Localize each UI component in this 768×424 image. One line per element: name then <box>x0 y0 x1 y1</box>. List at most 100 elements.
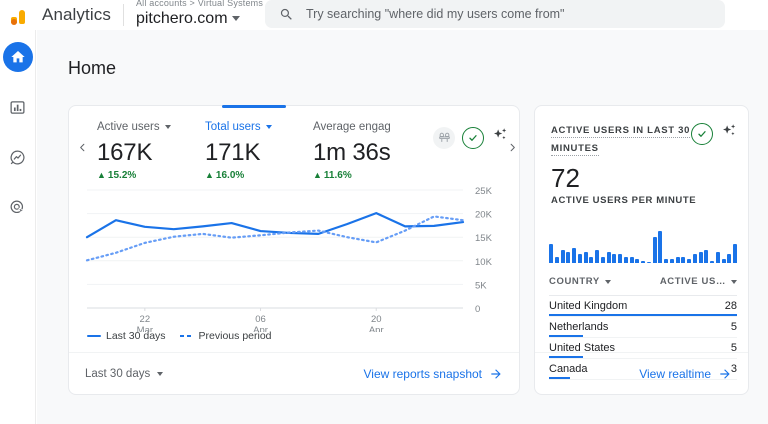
chevron-down-icon <box>164 125 171 129</box>
y-axis-tick-label: 10K <box>475 257 493 268</box>
sparkline-bar <box>589 256 594 263</box>
realtime-title-wrap: ACTIVE USERS IN LAST 30 MINUTES <box>551 120 691 156</box>
ai-sparkle-icon[interactable] <box>720 122 738 145</box>
sparkline-bar <box>623 256 628 263</box>
legend-item-current: Last 30 days <box>87 330 166 342</box>
table-header-row: COUNTRY ACTIVE US… <box>549 276 737 296</box>
overview-card: Active users 167K ▲ 15.2% Total users 17… <box>68 105 520 395</box>
sparkline-bar <box>675 256 680 263</box>
sparkline-bar <box>572 248 577 263</box>
ai-sparkle-icon[interactable] <box>491 126 509 149</box>
sidebar-item-reports[interactable] <box>3 92 33 122</box>
legend-swatch-solid <box>87 334 101 338</box>
metric-label: Total users <box>205 121 261 133</box>
data-quality-check-icon[interactable] <box>691 122 713 145</box>
top-bar: Analytics All accounts > Virtual Systems… <box>0 0 768 30</box>
insights-badge-icon[interactable] <box>433 126 455 149</box>
metric-delta: ▲ 11.6% <box>313 170 421 181</box>
column-header-country[interactable]: COUNTRY <box>549 276 611 287</box>
sparkline-bar <box>583 252 588 263</box>
metric-total-users[interactable]: Total users 171K ▲ 16.0% <box>205 120 313 181</box>
left-nav-rail <box>0 30 36 424</box>
check-glyph <box>698 130 706 137</box>
sparkle-glyph <box>494 128 507 140</box>
table-row[interactable]: Netherlands 5 <box>549 317 737 338</box>
sparkline-bar <box>715 252 720 263</box>
link-label: View realtime <box>639 366 711 381</box>
table-row[interactable]: Canada 3 <box>549 359 737 380</box>
overview-card-footer: Last 30 days View reports snapshot <box>69 352 519 394</box>
chevron-down-icon <box>731 279 737 284</box>
sparkline-bar <box>635 258 640 263</box>
brand-label: Analytics <box>42 5 111 24</box>
realtime-subtitle: ACTIVE USERS PER MINUTE <box>551 195 697 206</box>
overview-card-actions <box>433 126 509 149</box>
legend-item-previous: Previous period <box>179 330 272 342</box>
home-icon <box>10 51 25 63</box>
realtime-header: ACTIVE USERS IN LAST 30 MINUTES 72 ACTIV… <box>551 120 738 206</box>
bar-chart-icon <box>10 100 25 114</box>
sidebar-item-home[interactable] <box>2 42 33 72</box>
column-header-label: ACTIVE US… <box>659 276 726 287</box>
sidebar-item-advertising[interactable] <box>3 192 33 222</box>
arrow-right-icon <box>491 368 501 379</box>
chart-series-previous <box>85 215 465 262</box>
sparkline-bar <box>681 256 686 263</box>
selected-metric-indicator <box>222 105 286 108</box>
search-input[interactable]: Try searching "where did my users come f… <box>265 0 725 28</box>
sparkline-bar <box>669 258 674 263</box>
sparkline-bar <box>652 237 657 263</box>
cell-active-users: 5 <box>730 342 737 354</box>
metric-value: 1m 36s <box>313 139 391 166</box>
view-reports-snapshot-link[interactable]: View reports snapshot <box>363 367 503 381</box>
table-row[interactable]: United States 5 <box>549 338 737 359</box>
sparkline-bar <box>727 254 732 263</box>
sparkline-bar <box>646 261 651 263</box>
row-value-bar <box>549 356 583 358</box>
metric-active-users[interactable]: Active users 167K ▲ 15.2% <box>97 120 205 181</box>
metric-label-wrap[interactable]: Active users <box>97 120 205 134</box>
arrow-up-icon: ▲ <box>97 170 106 180</box>
x-axis-tick-label: Mar <box>137 325 153 332</box>
cell-country: United Kingdom <box>549 300 628 312</box>
account-selector[interactable]: All accounts > Virtual Systems pitchero.… <box>136 0 263 28</box>
chevron-left-icon <box>79 143 84 152</box>
legend-label: Previous period <box>198 330 272 342</box>
sparkline-bar <box>606 252 611 263</box>
metric-delta-value: 11.6% <box>323 170 352 181</box>
cell-active-users: 3 <box>730 363 737 375</box>
date-range-selector[interactable]: Last 30 days <box>85 368 164 380</box>
metrics-prev-button[interactable] <box>73 120 91 153</box>
account-breadcrumb: All accounts > Virtual Systems <box>135 0 264 8</box>
sparkline-bar <box>658 231 663 263</box>
view-realtime-link[interactable]: View realtime <box>639 367 732 381</box>
sparkle-glyph <box>723 124 736 136</box>
explore-compass-icon <box>10 150 25 164</box>
metric-label-wrap: Average engag <box>313 120 421 134</box>
advertising-target-icon <box>10 200 25 214</box>
metric-average-engagement[interactable]: Average engag 1m 36s ▲ 11.6% <box>313 120 421 181</box>
metric-label-wrap[interactable]: Total users <box>205 120 313 134</box>
page-title: Home <box>68 58 117 78</box>
realtime-sparkline <box>549 231 738 263</box>
sparkline-bar <box>733 243 738 263</box>
sidebar-item-explore[interactable] <box>3 142 33 172</box>
data-quality-check-icon[interactable] <box>462 126 484 149</box>
metric-label: Active users <box>97 121 160 133</box>
users-line-chart: 0 5K 10K 15K 20K 25K 22 Mar 06 Apr 20 Apr <box>69 182 521 336</box>
realtime-card: ACTIVE USERS IN LAST 30 MINUTES 72 ACTIV… <box>534 105 749 395</box>
sparkline-bar <box>560 250 565 263</box>
google-analytics-logo[interactable] <box>10 4 36 26</box>
chevron-down-icon <box>265 125 272 129</box>
chart-series-current <box>85 212 465 239</box>
metric-label: Average engag <box>313 121 391 133</box>
metrics-next-button[interactable] <box>503 120 521 153</box>
sparkline-bar <box>595 250 600 263</box>
property-selector[interactable]: pitchero.com <box>136 9 263 28</box>
sparkline-bar <box>618 254 623 263</box>
column-header-active-users[interactable]: ACTIVE US… <box>660 276 737 287</box>
realtime-card-actions <box>691 122 738 145</box>
chevron-down-icon <box>604 279 611 284</box>
table-row[interactable]: United Kingdom 28 <box>549 296 737 317</box>
